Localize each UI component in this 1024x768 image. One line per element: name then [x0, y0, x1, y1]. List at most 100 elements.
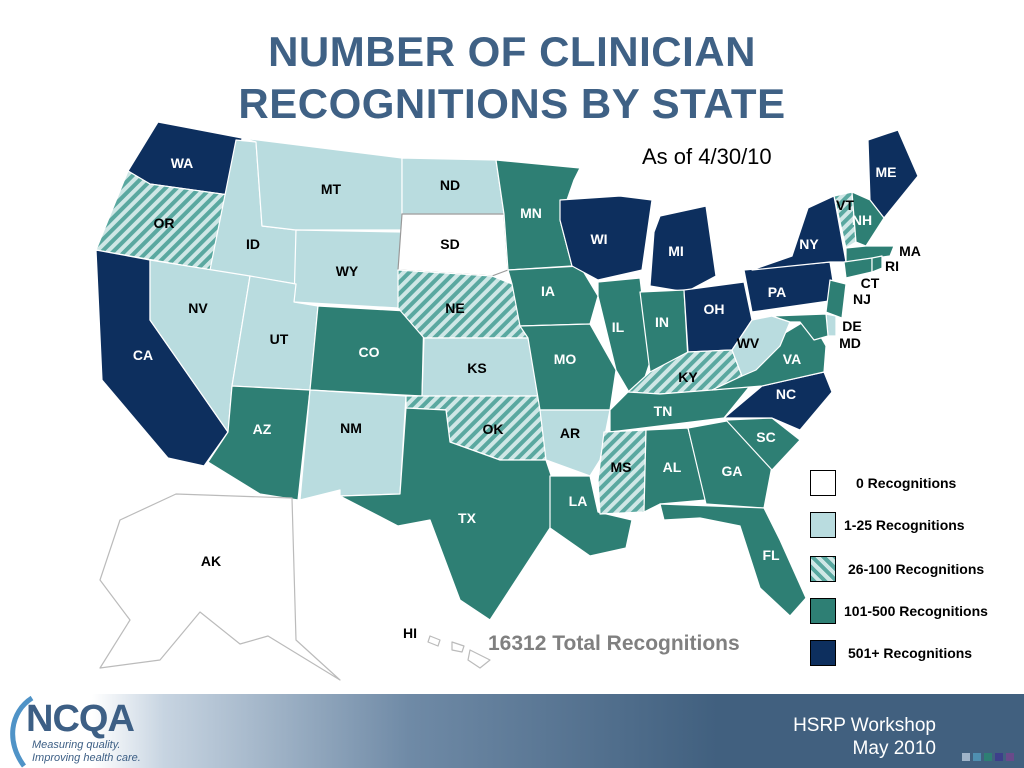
- total-recognitions: 16312 Total Recognitions: [488, 632, 740, 655]
- state-sd[interactable]: [397, 213, 509, 277]
- legend-label: 1-25 Recognitions: [844, 517, 965, 533]
- state-label-ri: RI: [885, 258, 899, 274]
- state-label-co: CO: [359, 344, 380, 360]
- state-label-nh: NH: [852, 212, 872, 228]
- state-label-wy: WY: [336, 263, 359, 279]
- state-label-ak: AK: [201, 553, 221, 569]
- state-ma[interactable]: [845, 245, 895, 263]
- state-label-md: MD: [839, 335, 861, 351]
- state-label-az: AZ: [253, 421, 272, 437]
- state-label-al: AL: [663, 459, 682, 475]
- legend-swatch: [810, 512, 836, 538]
- ncqa-logo: NCQA Measuring quality. Improving health…: [0, 694, 170, 768]
- footer-gradient: [0, 694, 1024, 768]
- state-label-in: IN: [655, 314, 669, 330]
- state-label-ut: UT: [270, 331, 289, 347]
- state-label-nv: NV: [188, 300, 208, 316]
- state-nj[interactable]: [825, 279, 847, 319]
- state-ms[interactable]: [597, 429, 647, 515]
- event-date: May 2010: [852, 738, 936, 759]
- state-label-ny: NY: [799, 236, 819, 252]
- state-nm[interactable]: [299, 389, 407, 501]
- state-label-vt: VT: [836, 197, 854, 213]
- state-label-il: IL: [612, 319, 625, 335]
- state-md[interactable]: [771, 313, 829, 341]
- state-al[interactable]: [643, 427, 707, 513]
- state-ri[interactable]: [871, 255, 883, 273]
- state-wv[interactable]: [731, 315, 791, 377]
- legend-swatch: [810, 470, 836, 496]
- state-label-ca: CA: [133, 347, 153, 363]
- state-label-mo: MO: [554, 351, 577, 367]
- state-label-ar: AR: [560, 425, 580, 441]
- legend-label: 501+ Recognitions: [848, 645, 973, 661]
- state-label-la: LA: [569, 493, 588, 509]
- state-tx[interactable]: [339, 407, 553, 621]
- state-label-ky: KY: [678, 369, 698, 385]
- nav-dot: [995, 753, 1003, 761]
- state-hi[interactable]: [427, 635, 441, 647]
- state-label-ks: KS: [467, 360, 486, 376]
- legend-swatch: [810, 598, 836, 624]
- event-name: HSRP Workshop: [793, 715, 936, 736]
- state-label-mi: MI: [668, 243, 684, 259]
- state-label-ma: MA: [899, 243, 921, 259]
- as-of-date: As of 4/30/10: [642, 144, 772, 169]
- state-label-de: DE: [842, 318, 861, 334]
- legend-label: 101-500 Recognitions: [844, 603, 988, 619]
- nav-dot: [984, 753, 992, 761]
- state-label-wv: WV: [737, 335, 760, 351]
- title-line-2: RECOGNITIONS BY STATE: [238, 80, 786, 127]
- state-label-id: ID: [246, 236, 260, 252]
- state-label-nj: NJ: [853, 291, 871, 307]
- us-map: WA OR CA ID NV MT WY UT AZ CO NM ND SD NE KS OK TX MN IA MO…: [95, 121, 921, 681]
- state-nh[interactable]: [851, 191, 885, 247]
- legend-label: 26-100 Recognitions: [848, 561, 985, 577]
- state-label-pa: PA: [768, 284, 786, 300]
- state-label-wa: WA: [171, 155, 194, 171]
- state-la[interactable]: [549, 475, 633, 557]
- logo-tagline-2: Improving health care.: [32, 752, 141, 764]
- nav-dot: [973, 753, 981, 761]
- page-title: NUMBER OF CLINICIAN RECOGNITIONS BY STAT…: [0, 26, 1024, 130]
- nav-dot: [1006, 753, 1014, 761]
- state-label-ne: NE: [445, 300, 464, 316]
- nav-dot: [962, 753, 970, 761]
- state-fl[interactable]: [659, 503, 807, 617]
- state-hi-2[interactable]: [451, 641, 465, 653]
- state-label-hi: HI: [403, 625, 417, 641]
- state-label-me: ME: [876, 164, 897, 180]
- state-label-va: VA: [783, 351, 801, 367]
- legend-swatch: [810, 640, 836, 666]
- state-label-sc: SC: [756, 429, 775, 445]
- state-label-tx: TX: [458, 510, 477, 526]
- state-wi[interactable]: [559, 195, 653, 281]
- state-label-nd: ND: [440, 177, 460, 193]
- state-label-nc: NC: [776, 386, 796, 402]
- event-info: HSRP Workshop May 2010: [793, 714, 936, 760]
- state-label-mn: MN: [520, 205, 542, 221]
- state-ny[interactable]: [751, 195, 847, 271]
- state-hi-3[interactable]: [467, 649, 491, 669]
- logo-tagline-1: Measuring quality.: [32, 739, 121, 751]
- state-label-ct: CT: [861, 275, 880, 291]
- state-label-sd: SD: [440, 236, 459, 252]
- state-label-ok: OK: [483, 421, 504, 437]
- state-ar[interactable]: [539, 409, 611, 477]
- legend-swatch: [810, 556, 836, 582]
- logo-text: NCQA: [26, 698, 135, 740]
- state-ak[interactable]: [99, 493, 341, 681]
- legend-label: 0 Recognitions: [856, 475, 957, 491]
- state-me[interactable]: [867, 129, 919, 219]
- state-label-ia: IA: [541, 283, 555, 299]
- state-label-ms: MS: [611, 459, 632, 475]
- state-label-oh: OH: [704, 301, 725, 317]
- footer-banner: NCQA Measuring quality. Improving health…: [0, 694, 1024, 768]
- state-label-or: OR: [154, 215, 175, 231]
- slide-nav-dots: [962, 748, 1017, 766]
- state-label-tn: TN: [654, 403, 673, 419]
- state-sc[interactable]: [725, 417, 801, 471]
- title-line-1: NUMBER OF CLINICIAN: [268, 28, 756, 75]
- state-label-ga: GA: [722, 463, 743, 479]
- state-label-mt: MT: [321, 181, 342, 197]
